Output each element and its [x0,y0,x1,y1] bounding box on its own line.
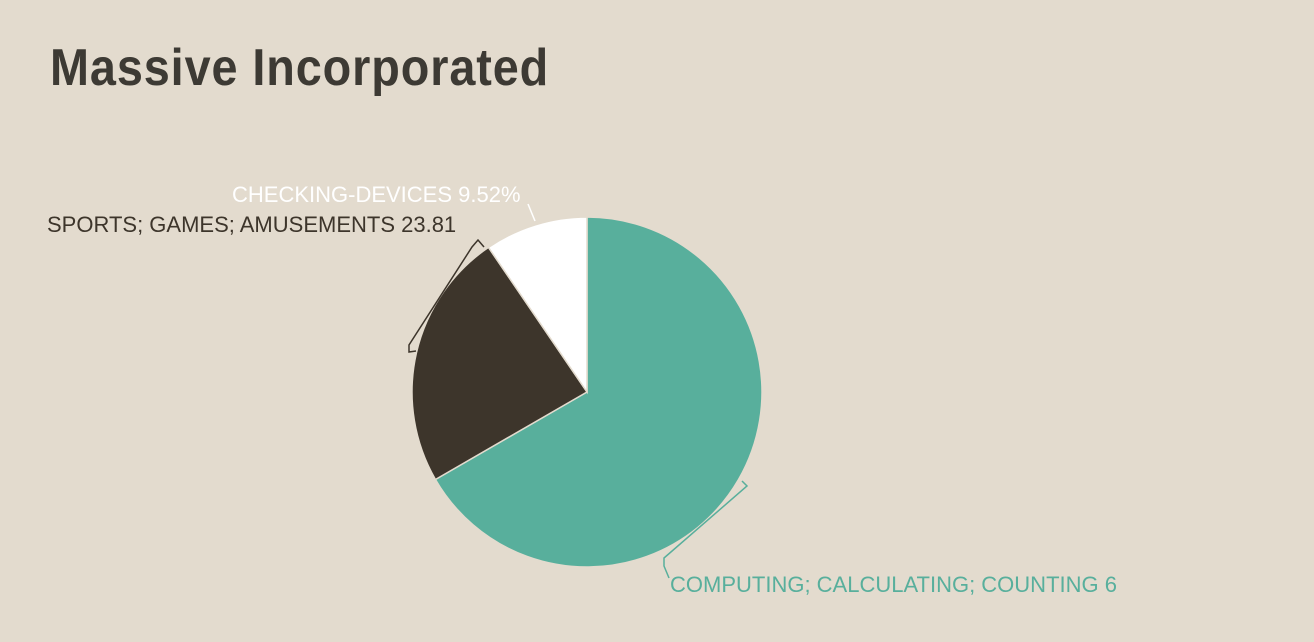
leader-line [408,238,485,353]
pie-slice-computing-calculating-counting [434,216,763,568]
leader-line [527,203,536,222]
pie-slice-sports-games-amusements [411,246,589,481]
pie-slice-checking-devices [487,216,588,395]
slice-label: SPORTS; GAMES; AMUSEMENTS 23.81 [47,212,456,237]
page-title: Massive Incorporated [50,39,550,97]
slice-label: CHECKING-DEVICES 9.52% [232,182,521,207]
slice-label: COMPUTING; CALCULATING; COUNTING 6 [670,572,1117,597]
leader-line [663,480,749,579]
